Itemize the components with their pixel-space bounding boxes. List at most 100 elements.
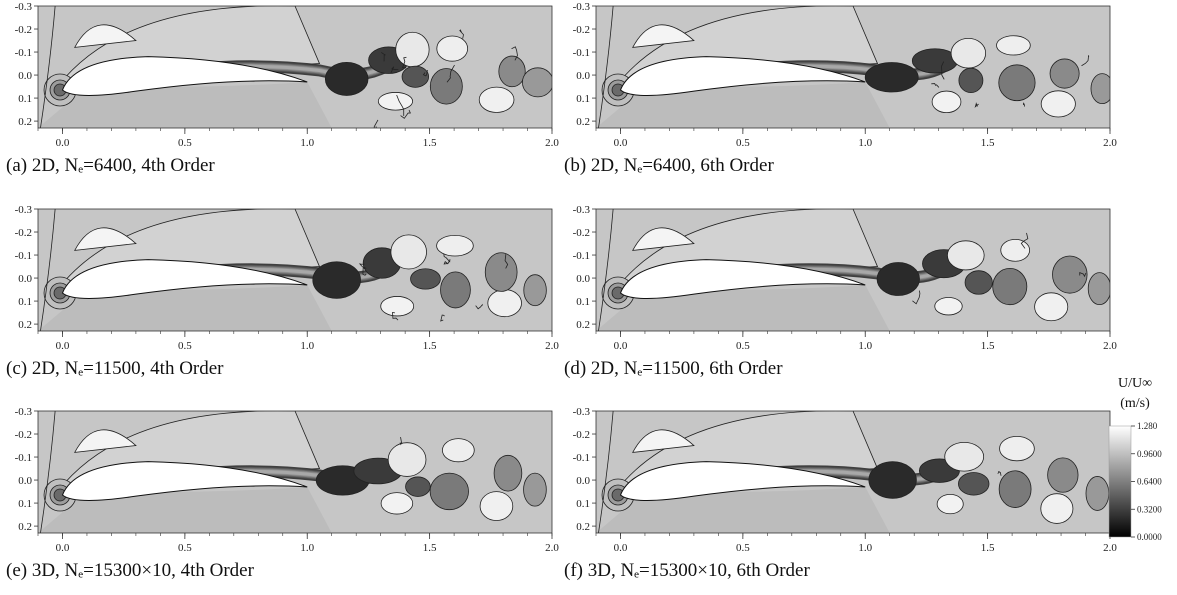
outer-contour [40,209,56,331]
contour-plot-a: -0.3 -0.2 -0.1 0.0 0.1 0.2 0.0 0.5 1.0 1.5 2.0 [15,1,560,149]
contour-plot-e: -0.3 -0.2 -0.1 0.0 0.1 0.2 0.0 0.5 1.0 1.5 2.0 [15,406,560,554]
vortex-contour [944,441,985,472]
vortex-contour [1087,272,1110,306]
x-tick-label: 1.5 [423,542,437,554]
x-tick-label: 2.0 [545,340,559,352]
y-tick-label: -0.1 [573,47,590,59]
y-tick-label: -0.1 [15,250,32,262]
noise-contour [443,253,451,263]
leading-edge-bubble [74,429,137,453]
plot-frame [595,208,1111,332]
y-tick-label: 0.0 [18,70,32,82]
airfoil [619,56,866,96]
vortex-contour [410,268,441,290]
y-tick-label: 0.2 [18,319,32,331]
vortex-contour [998,470,1032,508]
contour-plot-f: -0.3 -0.2 -0.1 0.0 0.1 0.2 0.0 0.5 1.0 1.5 2.0 [573,406,1118,554]
x-tick-label: 1.0 [300,340,314,352]
noise-contour [390,66,399,74]
x-tick-label: 0.5 [178,542,192,554]
vortex-contour [522,67,552,98]
y-tick-label: 0.0 [576,475,590,487]
leading-edge-bubble [632,227,695,251]
x-tick-label: 2.0 [545,137,559,149]
vortex-contour [377,92,414,111]
vortex-contour [964,270,993,295]
y-tick-label: 0.1 [18,93,32,105]
y-tick-label: -0.2 [573,227,590,239]
x-tick-label: 1.5 [423,340,437,352]
panel-d: -0.3 -0.2 -0.1 0.0 0.1 0.2 0.0 0.5 1.0 1.5 2.0 (d)… [558,203,1118,393]
outer-contour [40,6,56,128]
x-tick-label: 0.0 [614,137,628,149]
y-tick-label: -0.2 [15,227,32,239]
x-tick-label: 1.0 [300,542,314,554]
leading-edge-bubble [632,24,695,48]
outer-contour [40,411,56,533]
airfoil [61,259,308,299]
y-tick-label: -0.3 [573,1,591,13]
y-tick-label: 0.1 [18,296,32,308]
y-tick-label: -0.3 [15,1,33,13]
vortex-contour [487,289,522,318]
y-tick-label: 0.0 [576,273,590,285]
vortex-contour [864,62,919,93]
y-tick-label: 0.2 [576,521,590,533]
panel-c: -0.3 -0.2 -0.1 0.0 0.1 0.2 0.0 0.5 1.0 1.5 2.0 (c)… [0,203,560,393]
noise-contour [459,29,464,39]
noise-contour [974,102,979,108]
vortex-contour [1040,493,1074,524]
y-tick-label: 0.0 [18,475,32,487]
vortex-contour [436,235,474,257]
vortex-contour [1090,73,1110,105]
y-tick-label: -0.3 [573,204,591,216]
plot-frame [37,5,553,129]
vortex-contour [493,454,523,492]
vortex-contour [440,271,471,309]
y-tick-label: 0.0 [18,273,32,285]
vortex-contour [405,476,431,497]
x-tick-label: 0.5 [736,542,750,554]
leading-edge-bubble [74,24,137,48]
caption-f: (f) 3D, Nₑ=15300×10, 6th Order [564,560,810,581]
vortex-contour [1052,255,1088,294]
vortex-contour [429,472,469,511]
vortex-contour [324,61,369,96]
vortex-contour [1000,238,1031,262]
airfoil [61,56,308,96]
y-tick-label: 0.0 [576,70,590,82]
x-tick-label: 0.5 [736,340,750,352]
y-tick-label: -0.1 [573,452,590,464]
vortex-contour [958,67,984,93]
vortex-contour [1040,90,1076,118]
colorbar-tick-label: 1.280 [1137,421,1158,431]
vortex-contour [992,267,1028,306]
vortex-contour [934,297,963,316]
caption-b: (b) 2D, Nₑ=6400, 6th Order [564,155,774,176]
vortex-contour [523,472,547,507]
vortex-contour [1047,457,1079,493]
plot-frame [37,410,553,534]
caption-e: (e) 3D, Nₑ=15300×10, 4th Order [6,560,254,581]
noise-contour [400,109,411,119]
plot-frame [595,5,1111,129]
vortex-contour [395,31,430,68]
noise-contour [1081,55,1090,67]
vortex-contour [479,491,514,521]
noise-contour [422,69,428,77]
vortex-contour [1034,292,1069,322]
airfoil [619,461,866,501]
vortex-contour [484,252,518,292]
x-tick-label: 0.0 [56,137,70,149]
x-tick-label: 0.0 [56,340,70,352]
x-tick-label: 1.0 [858,137,872,149]
noise-contour [440,314,445,322]
noise-contour [443,260,450,265]
vortex-contour [498,55,526,88]
x-tick-label: 1.0 [300,137,314,149]
x-tick-label: 0.0 [56,542,70,554]
vortex-contour [390,234,427,270]
x-tick-label: 0.5 [178,137,192,149]
y-tick-label: 0.2 [18,521,32,533]
noise-contour [941,61,945,80]
